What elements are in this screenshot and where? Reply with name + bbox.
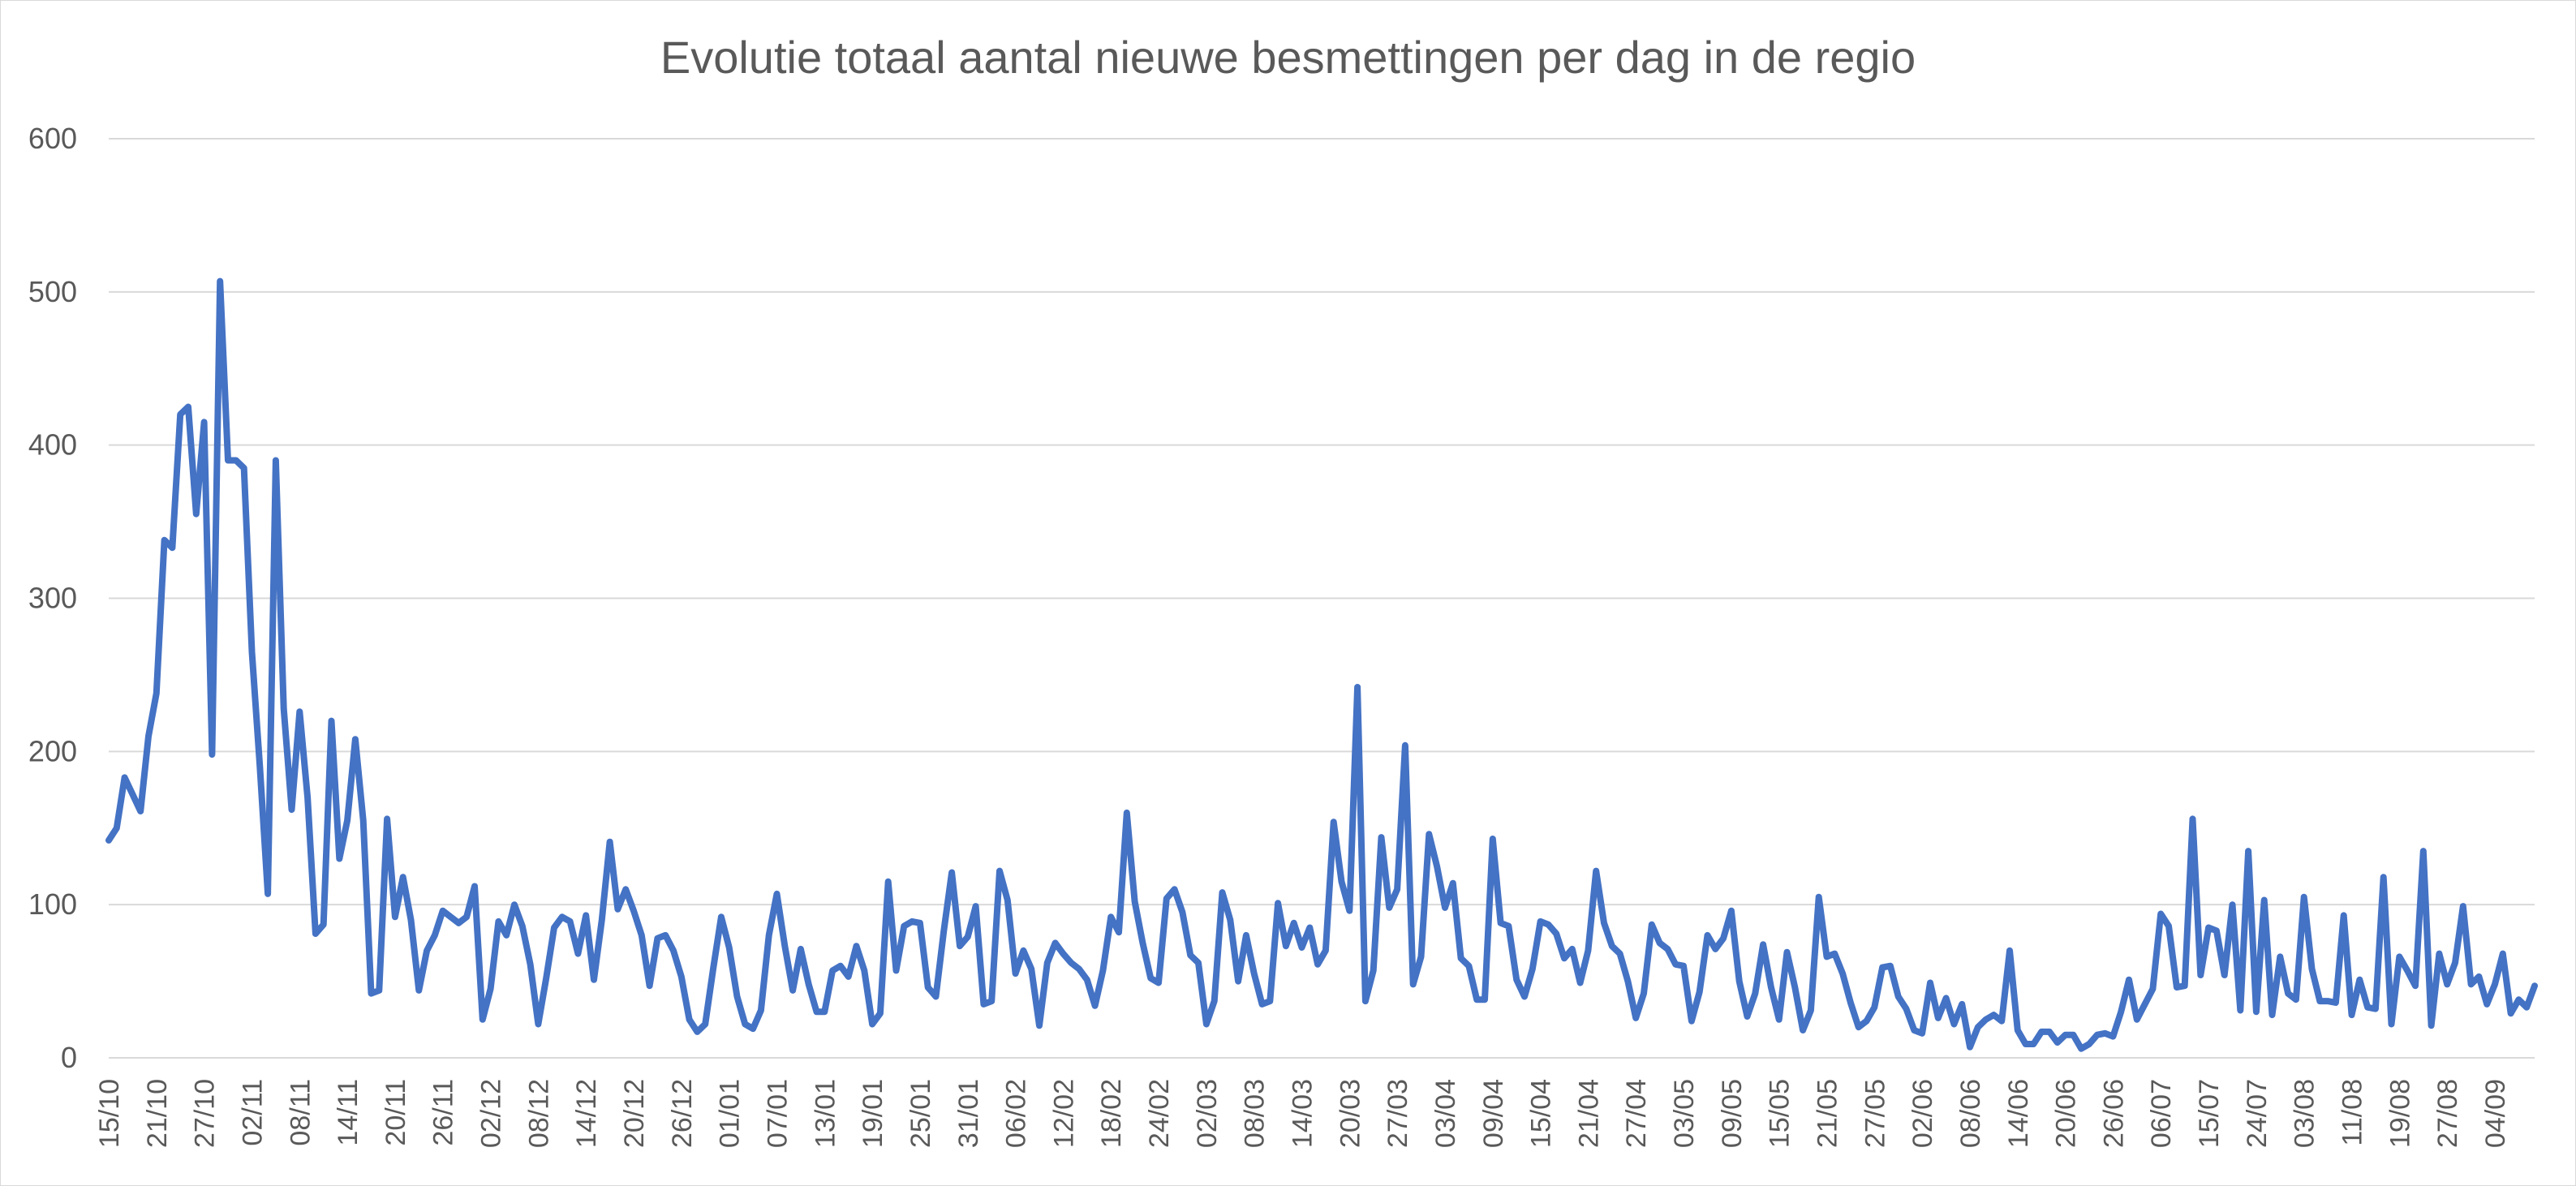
x-tick-label: 27/08 bbox=[2432, 1079, 2463, 1148]
x-tick-label: 15/05 bbox=[1765, 1079, 1795, 1148]
x-tick-label: 11/08 bbox=[2337, 1079, 2368, 1146]
x-tick-label: 24/07 bbox=[2242, 1079, 2273, 1148]
x-tick-label: 26/11 bbox=[428, 1079, 459, 1146]
x-tick-label: 20/06 bbox=[2051, 1079, 2082, 1148]
x-tick-label: 15/10 bbox=[94, 1079, 125, 1148]
x-tick-label: 14/12 bbox=[571, 1079, 602, 1148]
x-tick-label: 20/12 bbox=[619, 1079, 650, 1148]
x-tick-label: 27/10 bbox=[190, 1079, 221, 1148]
x-tick-label: 15/04 bbox=[1526, 1079, 1557, 1148]
x-tick-label: 12/02 bbox=[1048, 1079, 1079, 1148]
chart-title: Evolutie totaal aantal nieuwe besmetting… bbox=[660, 32, 1916, 83]
x-tick-label: 18/02 bbox=[1096, 1079, 1127, 1148]
x-tick-label: 14/03 bbox=[1287, 1079, 1318, 1148]
y-tick-label: 0 bbox=[61, 1041, 77, 1074]
x-tick-label: 26/12 bbox=[667, 1079, 698, 1148]
y-tick-label: 400 bbox=[28, 428, 77, 462]
x-tick-label: 06/02 bbox=[1001, 1079, 1032, 1148]
x-tick-label: 21/10 bbox=[142, 1079, 173, 1148]
series-line-0 bbox=[105, 277, 2538, 1052]
x-tick-label: 08/12 bbox=[523, 1079, 554, 1148]
x-tick-label: 09/04 bbox=[1478, 1079, 1509, 1148]
x-tick-label: 14/11 bbox=[333, 1079, 363, 1146]
x-tick-label: 08/11 bbox=[285, 1079, 316, 1146]
x-tick-label: 04/09 bbox=[2480, 1079, 2511, 1148]
y-tick-label: 600 bbox=[28, 122, 77, 155]
x-tick-label: 14/06 bbox=[2003, 1079, 2034, 1148]
x-tick-label: 27/05 bbox=[1860, 1079, 1890, 1148]
x-tick-label: 03/05 bbox=[1669, 1079, 1700, 1148]
x-tick-label: 24/02 bbox=[1144, 1079, 1175, 1148]
x-tick-label: 21/04 bbox=[1573, 1079, 1604, 1148]
x-tick-label: 13/01 bbox=[810, 1079, 841, 1148]
x-tick-label: 25/01 bbox=[905, 1079, 936, 1148]
x-tick-label: 09/05 bbox=[1717, 1079, 1748, 1148]
x-tick-label: 02/06 bbox=[1907, 1079, 1938, 1148]
y-tick-label: 300 bbox=[28, 582, 77, 615]
x-tick-label: 21/05 bbox=[1813, 1079, 1843, 1148]
x-tick-label: 31/01 bbox=[953, 1079, 984, 1148]
x-tick-label: 08/03 bbox=[1240, 1079, 1271, 1148]
x-tick-label: 27/03 bbox=[1383, 1079, 1413, 1148]
x-tick-label: 15/07 bbox=[2194, 1079, 2225, 1148]
x-tick-label: 02/11 bbox=[237, 1079, 268, 1146]
y-tick-label: 100 bbox=[28, 887, 77, 921]
x-tick-label: 07/01 bbox=[762, 1079, 793, 1148]
x-tick-label: 03/04 bbox=[1430, 1079, 1461, 1148]
x-tick-label: 27/04 bbox=[1621, 1079, 1652, 1148]
x-tick-label: 20/03 bbox=[1335, 1079, 1365, 1148]
x-tick-label: 19/01 bbox=[858, 1079, 888, 1148]
y-tick-label: 200 bbox=[28, 734, 77, 767]
x-tick-label: 20/11 bbox=[381, 1079, 411, 1146]
x-tick-label: 02/03 bbox=[1192, 1079, 1223, 1148]
x-tick-label: 03/08 bbox=[2290, 1079, 2320, 1148]
y-tick-label: 500 bbox=[28, 275, 77, 308]
x-tick-label: 02/12 bbox=[476, 1079, 507, 1148]
x-tick-label: 26/06 bbox=[2098, 1079, 2129, 1148]
x-tick-label: 01/01 bbox=[715, 1079, 746, 1148]
x-tick-label: 06/07 bbox=[2146, 1079, 2177, 1148]
x-tick-label: 08/06 bbox=[1955, 1079, 1986, 1148]
x-tick-label: 19/08 bbox=[2385, 1079, 2415, 1148]
